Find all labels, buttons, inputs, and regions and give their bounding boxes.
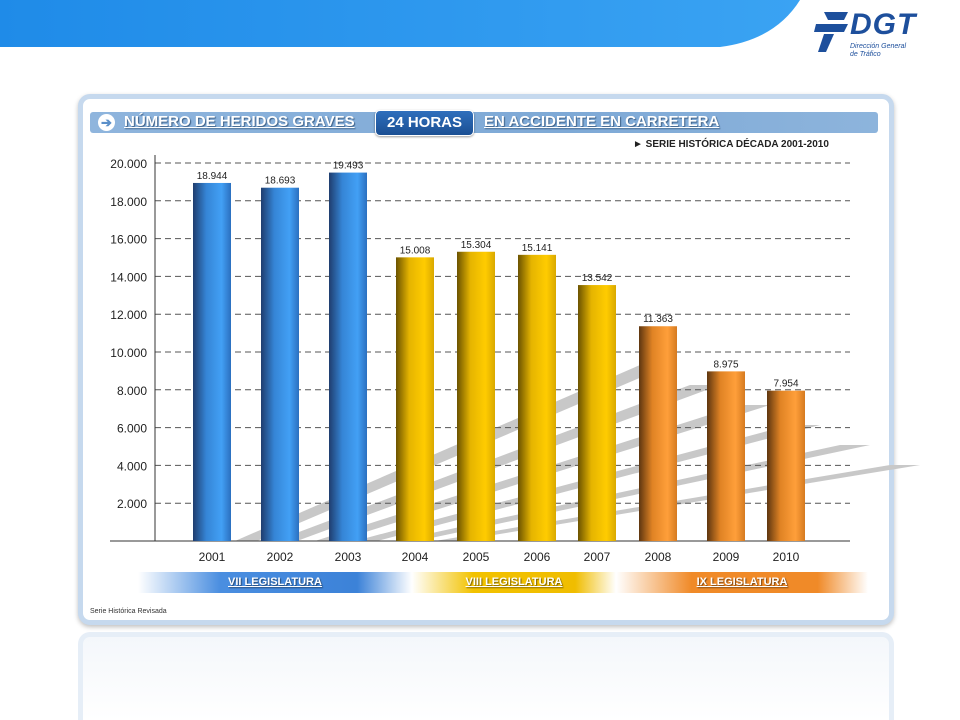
y-tick-label: 20.000 bbox=[110, 157, 147, 171]
legislatura-fill-viii bbox=[412, 572, 616, 593]
top-banner bbox=[0, 0, 800, 47]
value-label: 18.693 bbox=[265, 176, 296, 187]
legislatura-bands bbox=[138, 572, 868, 593]
y-tick-label: 2.000 bbox=[117, 497, 147, 511]
arrow-right-icon: ➔ bbox=[98, 114, 115, 131]
value-label: 19.493 bbox=[333, 161, 364, 172]
value-labels: 18.944 18.693 19.493 15.008 15.304 15.141 13.5… bbox=[197, 161, 799, 390]
x-tick-label: 2008 bbox=[645, 550, 672, 564]
legislatura-fill-vii bbox=[138, 572, 412, 593]
bar-2009 bbox=[707, 371, 745, 541]
legislatura-band-viii: VIII LEGISLATURA bbox=[465, 576, 563, 588]
value-label: 13.542 bbox=[582, 273, 613, 284]
x-tick-label: 2003 bbox=[335, 550, 362, 564]
header-title-part2: EN ACCIDENTE EN CARRETERA bbox=[484, 113, 720, 130]
y-tick-label: 12.000 bbox=[110, 308, 147, 322]
dgt-logo-word: DGT bbox=[850, 8, 917, 41]
x-tick-label: 2010 bbox=[773, 550, 800, 564]
grid-lines bbox=[155, 162, 850, 504]
value-label: 15.141 bbox=[522, 243, 553, 254]
value-label: 11.363 bbox=[643, 314, 673, 325]
x-tick-label: 2004 bbox=[402, 550, 429, 564]
x-tick-label: 2007 bbox=[584, 550, 611, 564]
bar-2002 bbox=[261, 187, 299, 541]
x-tick-label: 2006 bbox=[524, 550, 551, 564]
footnote: Serie Histórica Revisada bbox=[90, 608, 167, 615]
x-tick-labels: 2001 2002 2003 2004 2005 2006 2007 2008 2009 2010 bbox=[199, 550, 800, 564]
bar-2001 bbox=[193, 182, 231, 541]
value-label: 18.944 bbox=[197, 171, 228, 182]
decor-stripe bbox=[395, 445, 870, 541]
value-label: 15.008 bbox=[400, 245, 431, 256]
bar-2005 bbox=[457, 251, 495, 541]
legislatura-fill-ix bbox=[616, 572, 868, 593]
y-tick-labels: 2.000 4.000 6.000 8.000 10.000 12.000 14.000 16… bbox=[110, 157, 147, 511]
y-tick-label: 4.000 bbox=[117, 459, 147, 473]
y-tick-label: 18.000 bbox=[110, 195, 147, 209]
x-tick-label: 2009 bbox=[713, 550, 740, 564]
bar-2004 bbox=[396, 257, 434, 541]
bar-2006 bbox=[518, 254, 556, 542]
chart-header-bar bbox=[90, 112, 878, 133]
y-tick-label: 16.000 bbox=[110, 233, 147, 247]
x-tick-label: 2001 bbox=[199, 550, 226, 564]
dgt-logo-subtitle: Dirección General de Tráfico bbox=[850, 43, 907, 58]
hours-badge: 24 HORAS bbox=[375, 110, 474, 136]
bar-2007 bbox=[578, 285, 616, 541]
y-tick-label: 6.000 bbox=[117, 422, 147, 436]
bars bbox=[193, 172, 805, 542]
series-note: ► SERIE HISTÓRICA DÉCADA 2001-2010 bbox=[633, 139, 829, 150]
x-tick-label: 2005 bbox=[463, 550, 490, 564]
dgt-logo: DGT Dirección General de Tráfico bbox=[814, 6, 954, 62]
y-tick-label: 10.000 bbox=[110, 346, 147, 360]
value-label: 7.954 bbox=[773, 379, 798, 390]
value-label: 15.304 bbox=[461, 240, 492, 251]
legislatura-band-vii: VII LEGISLATURA bbox=[228, 576, 322, 588]
x-tick-label: 2002 bbox=[267, 550, 294, 564]
bar-2003 bbox=[329, 172, 367, 541]
y-tick-label: 8.000 bbox=[117, 384, 147, 398]
header-title-part1: NÚMERO DE HERIDOS GRAVES bbox=[124, 113, 355, 130]
frame-reflection bbox=[78, 632, 894, 720]
bar-2008 bbox=[639, 326, 677, 541]
legislatura-band-ix: IX LEGISLATURA bbox=[696, 576, 788, 588]
y-tick-label: 14.000 bbox=[110, 270, 147, 284]
bar-2010 bbox=[767, 390, 805, 541]
dgt-logo-mark-icon bbox=[814, 12, 848, 52]
value-label: 8.975 bbox=[713, 359, 738, 370]
